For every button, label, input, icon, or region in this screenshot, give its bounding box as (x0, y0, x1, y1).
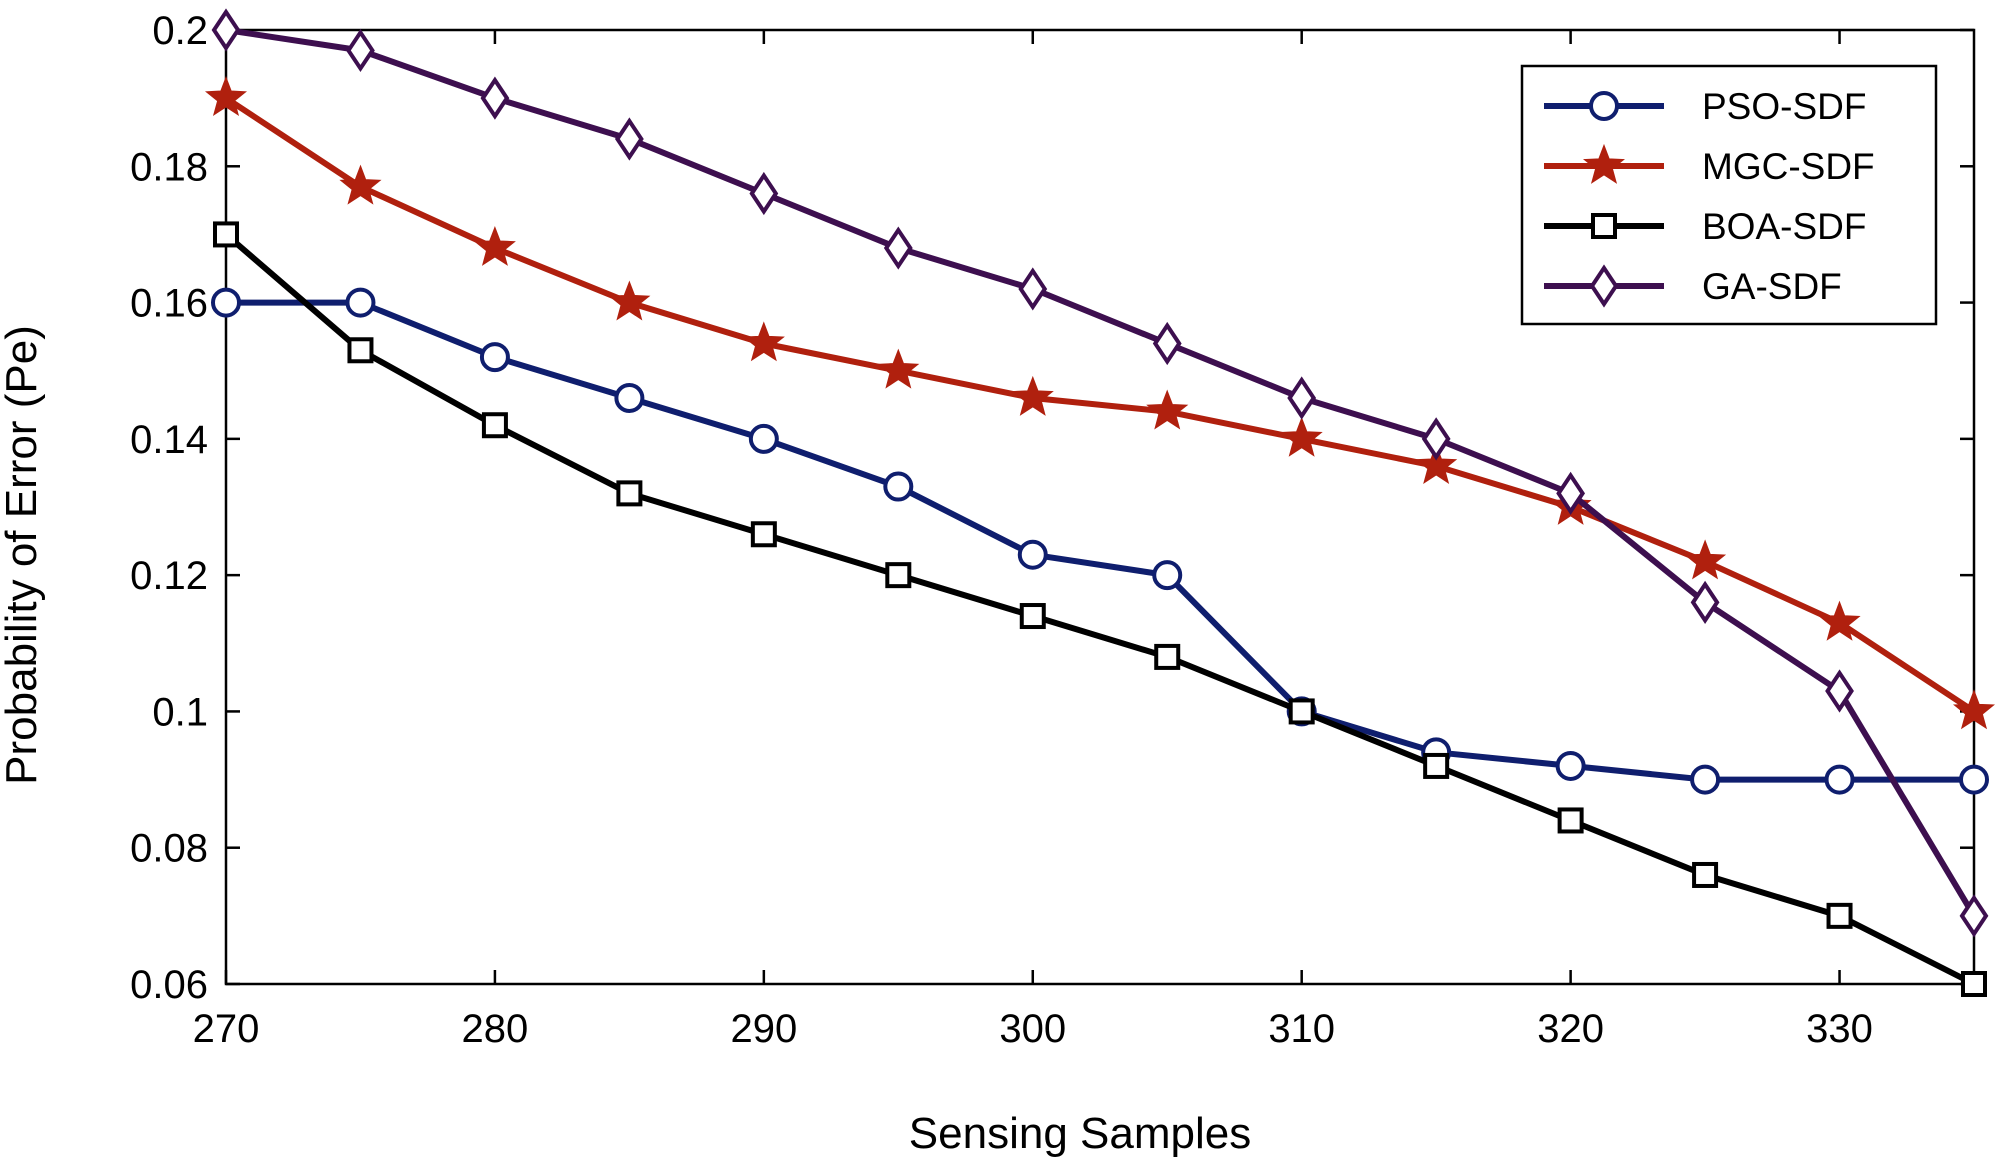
legend-marker (1589, 264, 1619, 308)
data-point-mgc-sdf (1011, 375, 1054, 416)
data-point-pso-sdf (883, 471, 914, 502)
x-tick-label: 290 (730, 1007, 797, 1051)
data-point-mgc-sdf (1818, 600, 1861, 641)
legend-marker (1582, 143, 1626, 184)
x-tick-label: 310 (1268, 1007, 1335, 1051)
data-point-ga-sdf (1287, 376, 1317, 420)
data-point-pso-sdf (1959, 764, 1989, 795)
data-point-boa-sdf (1423, 752, 1450, 779)
legend-marker (1589, 91, 1619, 121)
data-point-ga-sdf (1690, 580, 1720, 625)
data-point-boa-sdf (616, 480, 643, 507)
x-axis: 270 280 290 300 310 320 330 (193, 30, 1873, 1051)
x-tick-label: 300 (999, 1007, 1066, 1051)
legend: PSO-SDF MGC-SDF BOA-SDF GA-SDF (1520, 64, 1938, 326)
series-line-ga-sdf (225, 27, 1977, 918)
series-pso-sdf (211, 287, 1989, 795)
data-point-ga-sdf (883, 226, 913, 270)
data-point-boa-sdf (347, 337, 374, 364)
series-boa-sdf (213, 221, 1987, 997)
data-point-mgc-sdf (877, 348, 920, 389)
data-point-mgc-sdf (1952, 689, 1996, 730)
data-point-ga-sdf (1825, 669, 1854, 713)
data-point-ga-sdf (614, 117, 644, 161)
data-point-pso-sdf (1555, 750, 1586, 781)
legend-item-mgc-sdf: MGC-SDF (1544, 143, 1875, 187)
series-line-boa-sdf (224, 232, 1976, 987)
legend-label: GA-SDF (1702, 266, 1842, 307)
data-point-pso-sdf (748, 423, 779, 454)
data-point-boa-sdf (1557, 807, 1584, 834)
x-tick-label: 330 (1806, 1007, 1873, 1051)
legend-label: MGC-SDF (1702, 146, 1875, 187)
data-point-boa-sdf (213, 221, 239, 248)
data-point-mgc-sdf (1280, 416, 1323, 457)
legend-marker (1591, 213, 1617, 239)
data-point-boa-sdf (1692, 861, 1719, 888)
data-point-ga-sdf (749, 171, 779, 216)
data-point-boa-sdf (1154, 643, 1181, 670)
x-axis-label: Sensing Samples (909, 1109, 1251, 1158)
data-point-ga-sdf (1152, 321, 1182, 366)
y-tick-label: 0.14 (130, 418, 208, 462)
data-point-mgc-sdf (1684, 539, 1727, 580)
series-mgc-sdf (204, 75, 1996, 730)
y-tick-label: 0.18 (130, 145, 208, 189)
y-tick-label: 0.1 (152, 690, 208, 734)
y-tick-label: 0.16 (130, 282, 208, 326)
legend-item-pso-sdf: PSO-SDF (1544, 86, 1866, 127)
data-point-pso-sdf (479, 342, 510, 373)
data-point-ga-sdf (346, 28, 375, 73)
data-point-ga-sdf (480, 76, 510, 120)
plot-area (224, 28, 1976, 986)
series-line-pso-sdf (226, 299, 1974, 783)
data-point-mgc-sdf (1146, 389, 1189, 430)
data-point-mgc-sdf (1415, 443, 1458, 485)
data-point-pso-sdf (1690, 764, 1721, 795)
y-tick-label: 0.2 (152, 9, 208, 53)
series-ga-sdf (211, 8, 1989, 938)
data-point-mgc-sdf (204, 75, 248, 117)
data-point-boa-sdf (750, 521, 777, 548)
legend-label: BOA-SDF (1702, 206, 1866, 247)
data-point-pso-sdf (1824, 764, 1855, 795)
data-point-boa-sdf (1288, 698, 1315, 725)
legend-item-ga-sdf: GA-SDF (1544, 264, 1842, 308)
data-point-ga-sdf (1959, 894, 1989, 938)
data-point-ga-sdf (1018, 267, 1048, 311)
data-point-pso-sdf (1017, 539, 1048, 570)
data-point-mgc-sdf (608, 280, 651, 321)
x-tick-label: 280 (462, 1007, 529, 1051)
series-line-mgc-sdf (224, 95, 1976, 714)
data-point-pso-sdf (345, 287, 376, 318)
y-tick-label: 0.06 (130, 963, 208, 1007)
y-axis: 0.06 0.08 0.1 0.12 0.14 0.16 0.18 0.2 (130, 9, 1974, 1007)
data-point-boa-sdf (885, 562, 912, 589)
x-tick-label: 270 (193, 1007, 260, 1051)
y-tick-label: 0.08 (130, 827, 208, 871)
plot-frame (224, 28, 1976, 986)
legend-box (1520, 64, 1938, 326)
data-point-boa-sdf (481, 412, 508, 439)
data-point-pso-sdf (1152, 560, 1183, 591)
y-axis-label: Probability of Error (Pe) (0, 325, 46, 785)
legend-item-boa-sdf: BOA-SDF (1544, 206, 1866, 247)
data-point-ga-sdf (211, 8, 241, 52)
data-point-mgc-sdf (339, 164, 382, 205)
data-point-pso-sdf (614, 382, 645, 413)
data-point-ga-sdf (1421, 417, 1451, 461)
y-tick-label: 0.12 (130, 554, 208, 598)
data-point-boa-sdf (1019, 603, 1046, 630)
data-point-boa-sdf (1826, 902, 1853, 929)
data-point-mgc-sdf (742, 321, 785, 362)
legend-label: PSO-SDF (1702, 86, 1866, 127)
data-point-pso-sdf (211, 287, 241, 318)
data-point-ga-sdf (1556, 471, 1586, 515)
data-point-boa-sdf (1961, 971, 1987, 997)
data-point-mgc-sdf (473, 225, 516, 266)
x-tick-label: 320 (1537, 1007, 1604, 1051)
